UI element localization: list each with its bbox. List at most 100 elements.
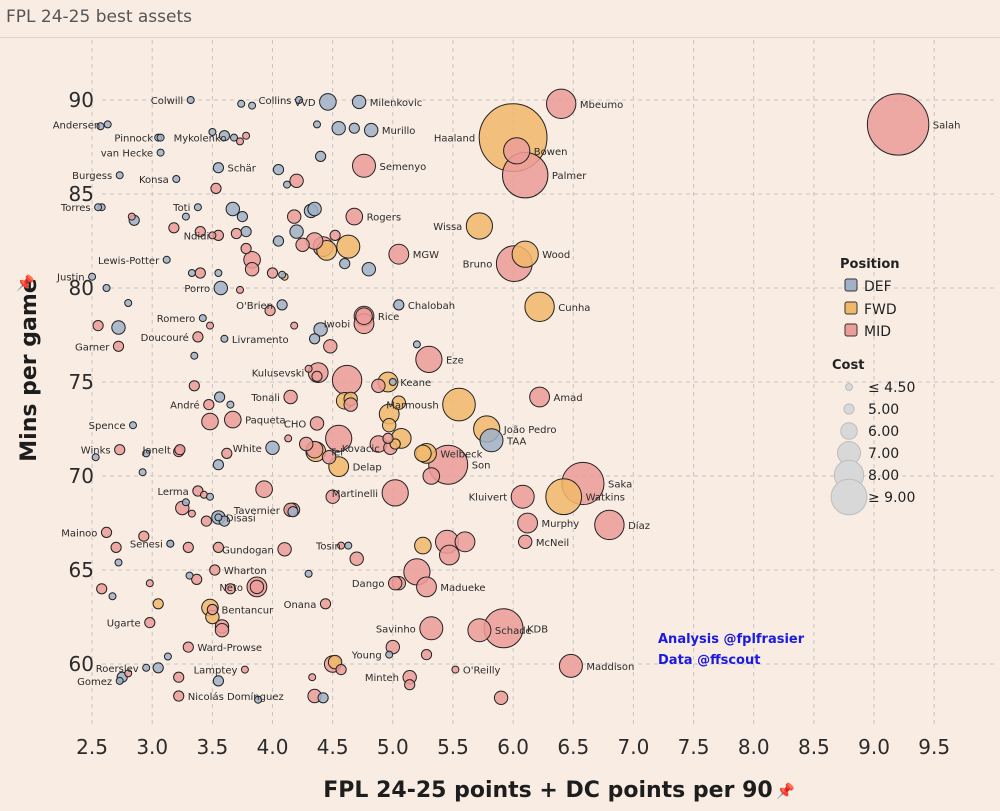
y-axis-pin-icon[interactable]: 📌: [16, 273, 35, 292]
data-point-def[interactable]: [388, 378, 397, 386]
data-point-def[interactable]: [181, 212, 190, 221]
data-point-def[interactable]: [307, 201, 322, 217]
data-point-def[interactable]: [344, 541, 353, 550]
data-point-def[interactable]: [225, 201, 241, 217]
data-point-def[interactable]: [102, 284, 111, 292]
data-point-mid[interactable]: [518, 534, 533, 549]
data-point-mid[interactable]: [194, 267, 206, 279]
data-point-def[interactable]: [156, 148, 165, 157]
data-point-mid[interactable]: [112, 340, 125, 352]
data-point-def[interactable]: [162, 255, 171, 264]
data-point-def[interactable]: [220, 334, 229, 343]
data-point-mid[interactable]: [349, 551, 364, 566]
data-point-def[interactable]: [236, 211, 248, 223]
data-point-def[interactable]: [240, 226, 252, 238]
data-point-mid[interactable]: [388, 576, 403, 591]
data-point-mid[interactable]: [100, 526, 113, 539]
data-point-def[interactable]: [331, 121, 346, 136]
data-point-mid[interactable]: [206, 321, 214, 330]
data-point-mid[interactable]: [439, 544, 460, 566]
data-point-mid[interactable]: [866, 93, 930, 156]
data-point-mid[interactable]: [319, 598, 332, 610]
data-point-def[interactable]: [190, 351, 199, 360]
data-point-mid[interactable]: [420, 649, 433, 661]
data-point-mid[interactable]: [517, 512, 538, 534]
data-point-mid[interactable]: [558, 653, 583, 678]
data-point-mid[interactable]: [210, 182, 222, 194]
data-point-def[interactable]: [111, 320, 126, 335]
data-point-mid[interactable]: [224, 583, 236, 595]
data-point-def[interactable]: [214, 269, 223, 277]
data-point-mid[interactable]: [92, 320, 104, 332]
data-point-mid[interactable]: [467, 618, 492, 643]
data-point-mid[interactable]: [236, 137, 244, 146]
data-point-fwd[interactable]: [524, 291, 555, 322]
data-point-mid[interactable]: [323, 339, 338, 354]
data-point-def[interactable]: [272, 164, 285, 176]
data-point-def[interactable]: [315, 150, 327, 162]
data-point-mid[interactable]: [416, 576, 437, 598]
data-point-mid[interactable]: [343, 397, 358, 412]
data-point-def[interactable]: [142, 449, 151, 458]
data-point-mid[interactable]: [138, 530, 150, 542]
data-point-mid[interactable]: [145, 579, 154, 588]
data-point-def[interactable]: [254, 695, 263, 704]
data-point-def[interactable]: [186, 96, 195, 104]
data-point-def[interactable]: [295, 96, 303, 104]
data-point-mid[interactable]: [493, 690, 509, 705]
data-point-def[interactable]: [96, 122, 105, 131]
data-point-mid[interactable]: [283, 389, 298, 405]
data-point-fwd[interactable]: [414, 536, 432, 555]
data-point-fwd[interactable]: [336, 234, 361, 259]
cost-legend-marker[interactable]: [830, 478, 868, 516]
data-point-def[interactable]: [214, 391, 226, 403]
data-point-mid[interactable]: [192, 331, 204, 343]
data-point-def[interactable]: [283, 180, 291, 189]
data-point-mid[interactable]: [415, 345, 443, 373]
data-point-def[interactable]: [206, 492, 214, 501]
data-point-mid[interactable]: [419, 616, 444, 641]
data-point-mid[interactable]: [451, 665, 460, 674]
data-point-mid[interactable]: [529, 386, 550, 408]
data-point-def[interactable]: [94, 203, 103, 212]
data-point-def[interactable]: [265, 440, 280, 455]
data-point-mid[interactable]: [325, 424, 353, 452]
data-point-def[interactable]: [91, 453, 100, 462]
data-point-mid[interactable]: [187, 509, 196, 518]
data-point-def[interactable]: [181, 498, 190, 507]
data-point-mid[interactable]: [594, 509, 625, 541]
data-point-mid[interactable]: [266, 267, 279, 279]
data-point-mid[interactable]: [295, 237, 310, 253]
data-point-mid[interactable]: [546, 88, 577, 120]
data-point-def[interactable]: [115, 676, 124, 685]
data-point-def[interactable]: [172, 175, 181, 183]
data-point-def[interactable]: [214, 513, 223, 522]
data-point-def[interactable]: [278, 270, 287, 279]
data-point-mid[interactable]: [124, 669, 133, 678]
data-point-mid[interactable]: [290, 321, 299, 330]
data-point-fwd[interactable]: [511, 240, 539, 268]
data-point-def[interactable]: [272, 235, 285, 247]
data-point-mid[interactable]: [173, 671, 185, 683]
data-point-def[interactable]: [412, 340, 421, 349]
x-axis-pin-icon[interactable]: 📌: [776, 781, 795, 800]
data-point-mid[interactable]: [173, 690, 185, 702]
data-point-mid[interactable]: [381, 479, 409, 507]
data-point-mid[interactable]: [422, 467, 441, 485]
data-point-mid[interactable]: [355, 307, 373, 326]
data-point-mid[interactable]: [287, 209, 302, 224]
data-point-mid[interactable]: [308, 673, 317, 682]
cost-legend-marker[interactable]: [843, 403, 855, 415]
data-point-mid[interactable]: [174, 444, 186, 456]
data-point-mid[interactable]: [144, 617, 156, 629]
data-point-def[interactable]: [319, 93, 337, 111]
data-point-mid[interactable]: [309, 416, 325, 431]
data-point-mid[interactable]: [289, 173, 304, 189]
data-point-def[interactable]: [185, 571, 194, 580]
data-point-mid[interactable]: [236, 285, 244, 294]
data-point-fwd[interactable]: [152, 598, 164, 610]
data-point-def[interactable]: [361, 262, 376, 277]
data-point-mid[interactable]: [311, 370, 323, 382]
data-point-def[interactable]: [103, 120, 112, 129]
data-point-mid[interactable]: [404, 679, 416, 691]
